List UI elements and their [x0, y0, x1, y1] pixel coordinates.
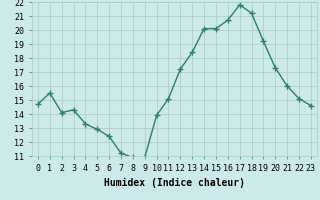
- X-axis label: Humidex (Indice chaleur): Humidex (Indice chaleur): [104, 178, 245, 188]
